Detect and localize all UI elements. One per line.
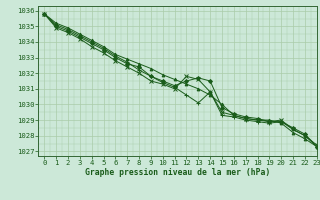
X-axis label: Graphe pression niveau de la mer (hPa): Graphe pression niveau de la mer (hPa) <box>85 168 270 177</box>
